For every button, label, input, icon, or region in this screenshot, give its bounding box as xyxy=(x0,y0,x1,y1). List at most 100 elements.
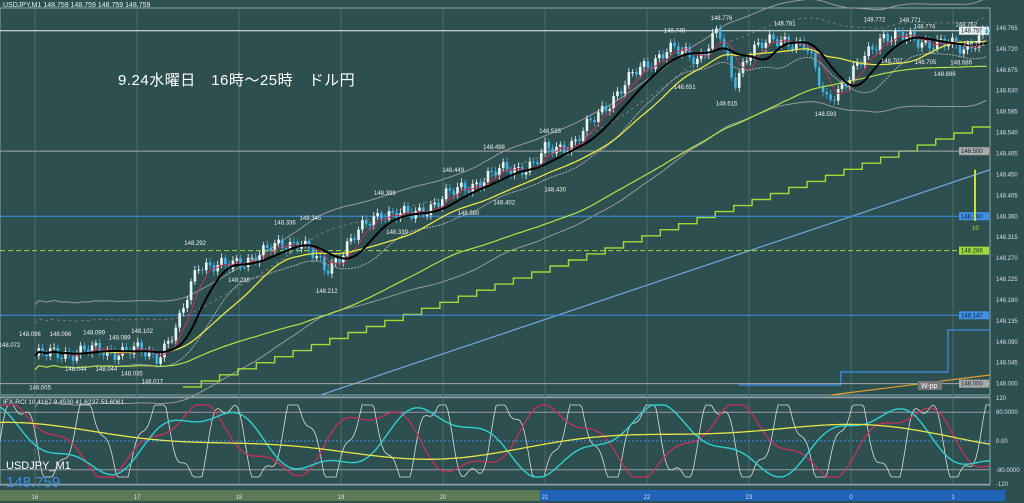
candle-body xyxy=(825,91,829,95)
candle-body xyxy=(163,343,166,358)
bollinger-upper xyxy=(34,0,984,305)
price-annotation: 148.292 xyxy=(184,241,206,247)
candle-body xyxy=(315,256,318,259)
price-annotation: 148.212 xyxy=(316,289,338,295)
candle-body xyxy=(189,281,193,301)
candle-body xyxy=(749,55,752,61)
candle-body xyxy=(951,37,954,45)
candle-body xyxy=(90,345,94,354)
y-tick-label: 148.630 xyxy=(996,89,1018,95)
candle-body xyxy=(616,91,619,97)
y-tick-label: 148.360 xyxy=(996,214,1018,220)
price-annotation: 148.762 xyxy=(955,22,977,28)
candle-body xyxy=(353,238,357,240)
candle-body xyxy=(402,206,406,214)
candle-body xyxy=(844,83,848,87)
envelope-upper xyxy=(34,16,987,324)
price-annotation: 148.017 xyxy=(141,380,163,386)
candle-body xyxy=(501,162,505,169)
candle-body xyxy=(871,46,874,50)
candle-body xyxy=(657,54,661,59)
candle-body xyxy=(86,349,90,354)
ma-yellow xyxy=(34,40,987,357)
candle-body xyxy=(41,347,44,354)
rci-white-line xyxy=(0,404,990,478)
price-annotation: 148.044 xyxy=(96,367,118,373)
y-tick-label: 148.135 xyxy=(996,319,1018,325)
candle-body xyxy=(878,38,882,51)
candle-body xyxy=(421,207,425,216)
x-tick-label: 22 xyxy=(644,495,651,501)
price-annotation: 148.044 xyxy=(65,367,87,373)
price-annotation: 148.593 xyxy=(815,112,837,118)
candle-body xyxy=(155,353,159,364)
candle-body xyxy=(574,139,577,141)
candle-body xyxy=(635,72,638,75)
candle-body xyxy=(597,112,600,123)
y-tick-label: 148.090 xyxy=(996,340,1018,346)
price-annotation: 148.399 xyxy=(374,191,396,197)
candle-body xyxy=(730,56,733,78)
candle-body xyxy=(703,52,707,56)
candle-body xyxy=(600,105,604,113)
price-tag xyxy=(959,26,989,35)
candle-body xyxy=(144,351,147,357)
candle-body xyxy=(985,29,988,34)
candle-body xyxy=(604,105,608,111)
price-annotation: 148.430 xyxy=(544,188,566,194)
candle-body xyxy=(680,50,684,54)
candle-body xyxy=(886,33,889,42)
candle-body xyxy=(833,99,836,101)
candle-body xyxy=(227,264,231,270)
step-line-green xyxy=(182,126,991,388)
candle-body xyxy=(909,31,912,37)
candle-body xyxy=(692,57,695,65)
candle-body xyxy=(764,42,768,49)
symbol-label: USDJPY_M1 xyxy=(6,460,71,472)
candle-body xyxy=(456,187,459,195)
candle-body xyxy=(140,342,143,352)
wpp-tag xyxy=(918,381,942,390)
last-price: 148.759 xyxy=(6,474,61,491)
indicator-tick-label: -80.0000 xyxy=(996,468,1020,474)
candle-body xyxy=(513,167,516,175)
candle-body xyxy=(433,202,436,205)
candle-body xyxy=(536,162,539,165)
y-tick-label: 148.315 xyxy=(996,235,1018,241)
ma-red xyxy=(34,34,987,357)
candle-body xyxy=(490,170,494,172)
price-tag-label: 148.759 xyxy=(961,29,983,35)
candle-body xyxy=(593,120,596,123)
candle-body xyxy=(178,312,181,328)
candle-body xyxy=(319,256,322,258)
candle-body xyxy=(897,31,901,33)
y-tick-label: 148.225 xyxy=(996,277,1018,283)
candle-body xyxy=(441,199,444,207)
candle-body xyxy=(364,220,368,225)
candle-body xyxy=(486,170,490,183)
x-tick-label: 21 xyxy=(542,495,549,501)
candle-body xyxy=(273,243,277,252)
candle-body xyxy=(539,153,543,165)
candle-body xyxy=(924,40,928,43)
candle-body xyxy=(726,47,730,57)
candle-body xyxy=(920,42,924,48)
candle-body xyxy=(197,269,200,271)
ma-black xyxy=(34,36,988,357)
candle-body xyxy=(821,85,825,92)
candle-body xyxy=(787,36,791,47)
candle-body xyxy=(699,52,703,59)
candle-body xyxy=(760,42,764,49)
candle-body xyxy=(981,29,985,36)
price-annotation: 148.781 xyxy=(774,21,796,27)
y-tick-label: 148.045 xyxy=(996,361,1018,367)
candle-body xyxy=(292,241,296,243)
candle-body xyxy=(711,33,714,49)
candle-body xyxy=(330,262,334,274)
candle-body xyxy=(642,61,646,67)
price-annotation: 148.686 xyxy=(950,61,972,67)
indicator-tick-label: -120 xyxy=(996,482,1009,488)
main-plot-border xyxy=(0,7,991,396)
candle-body xyxy=(60,357,63,359)
